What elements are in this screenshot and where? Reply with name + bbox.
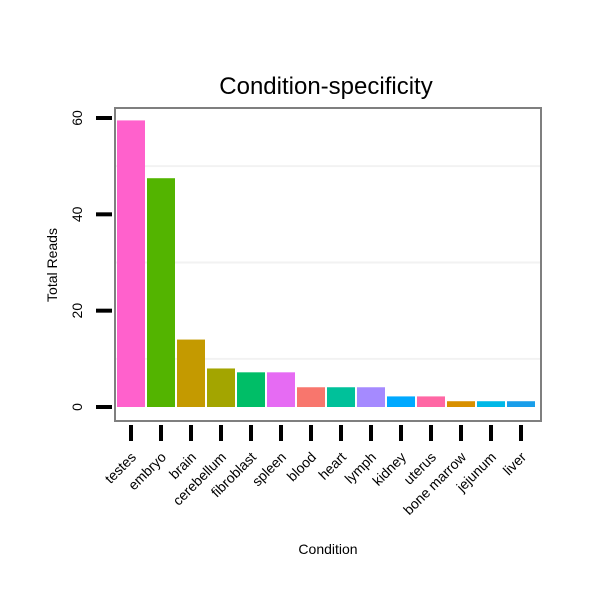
x-axis: testesembryobraincerebellumfibroblastspl… (101, 425, 529, 518)
x-tick-label: kidney (369, 449, 409, 489)
bar-kidney (387, 396, 415, 407)
x-tick-label: blood (284, 449, 320, 485)
y-tick-label: 40 (69, 206, 85, 222)
bars (117, 120, 535, 408)
bar-embryo (147, 178, 175, 407)
y-tick-label: 0 (69, 403, 85, 411)
plot-panel-border (114, 107, 542, 422)
x-axis-label: Condition (298, 541, 357, 557)
y-axis-label: Total Reads (44, 228, 60, 302)
bar-brain (177, 339, 205, 407)
gridlines (116, 165, 540, 360)
bar-heart (327, 387, 355, 407)
bar-bone-marrow (447, 401, 475, 407)
bar-fibroblast (237, 372, 265, 407)
bar-cerebellum (207, 368, 235, 407)
x-tick-label: liver (500, 449, 530, 479)
chart-title: Condition-specificity (219, 73, 432, 100)
y-tick-label: 20 (69, 303, 85, 319)
bar-spleen (267, 372, 295, 407)
y-axis: 0 20 40 60 (69, 110, 112, 411)
bar-lymph (357, 387, 385, 407)
bar-liver (507, 401, 535, 407)
y-tick-label: 60 (69, 110, 85, 126)
bar-uterus (417, 396, 445, 407)
x-tick-label: spleen (249, 449, 289, 489)
bar-testes (117, 120, 145, 408)
bar-jejunum (477, 401, 505, 407)
bar-blood (297, 387, 325, 407)
